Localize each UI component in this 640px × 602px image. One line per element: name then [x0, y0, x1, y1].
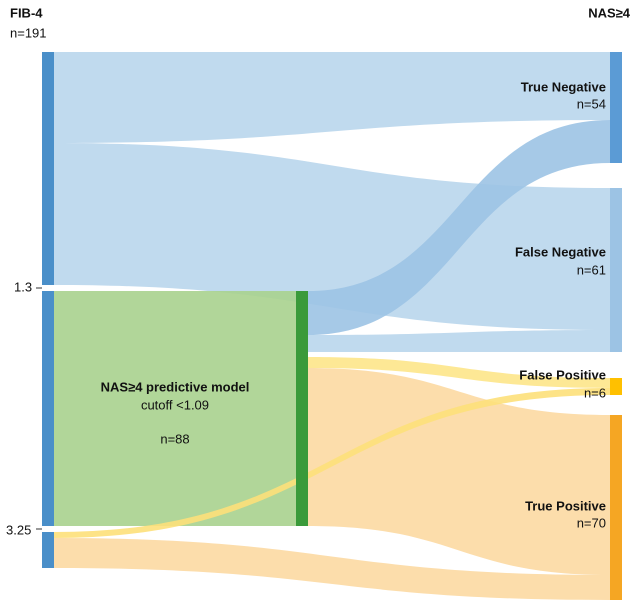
node-label: True Positive — [525, 498, 606, 513]
node-count: n=70 — [577, 515, 606, 530]
tick-label: 1.3 — [14, 279, 32, 294]
flow — [308, 357, 610, 388]
model-bar — [296, 291, 308, 526]
node-count: n=61 — [577, 262, 606, 277]
flow — [308, 330, 610, 352]
target-bar — [610, 52, 622, 163]
source-bar — [42, 291, 54, 526]
target-bar — [610, 415, 622, 600]
tick-label: 3.25 — [6, 522, 31, 537]
node-label: False Negative — [515, 244, 606, 259]
nodes — [36, 52, 622, 600]
source-title: FIB-4 — [10, 5, 43, 20]
model-title: NAS≥4 predictive model — [101, 379, 250, 394]
node-count: n=54 — [577, 96, 606, 111]
flow — [54, 538, 610, 600]
source-bar — [42, 532, 54, 568]
flows — [54, 52, 610, 600]
target-title: NAS≥4 — [588, 5, 631, 20]
node-label: True Negative — [521, 79, 606, 94]
flow — [54, 388, 610, 538]
flow — [54, 143, 610, 330]
flow — [54, 52, 610, 143]
model-cutoff: cutoff <1.09 — [141, 397, 209, 412]
source-count: n=191 — [10, 25, 47, 40]
model-box — [54, 291, 298, 526]
target-bar — [610, 378, 622, 395]
flow — [308, 368, 610, 575]
labels: FIB-4 n=191 1.3 3.25 NAS≥4 NAS≥4 predict… — [6, 5, 631, 537]
model-count: n=88 — [160, 431, 189, 446]
target-bar — [610, 188, 622, 352]
source-bar — [42, 52, 54, 285]
node-count: n=6 — [584, 385, 606, 400]
node-label: False Positive — [519, 367, 606, 382]
flow — [308, 120, 610, 335]
